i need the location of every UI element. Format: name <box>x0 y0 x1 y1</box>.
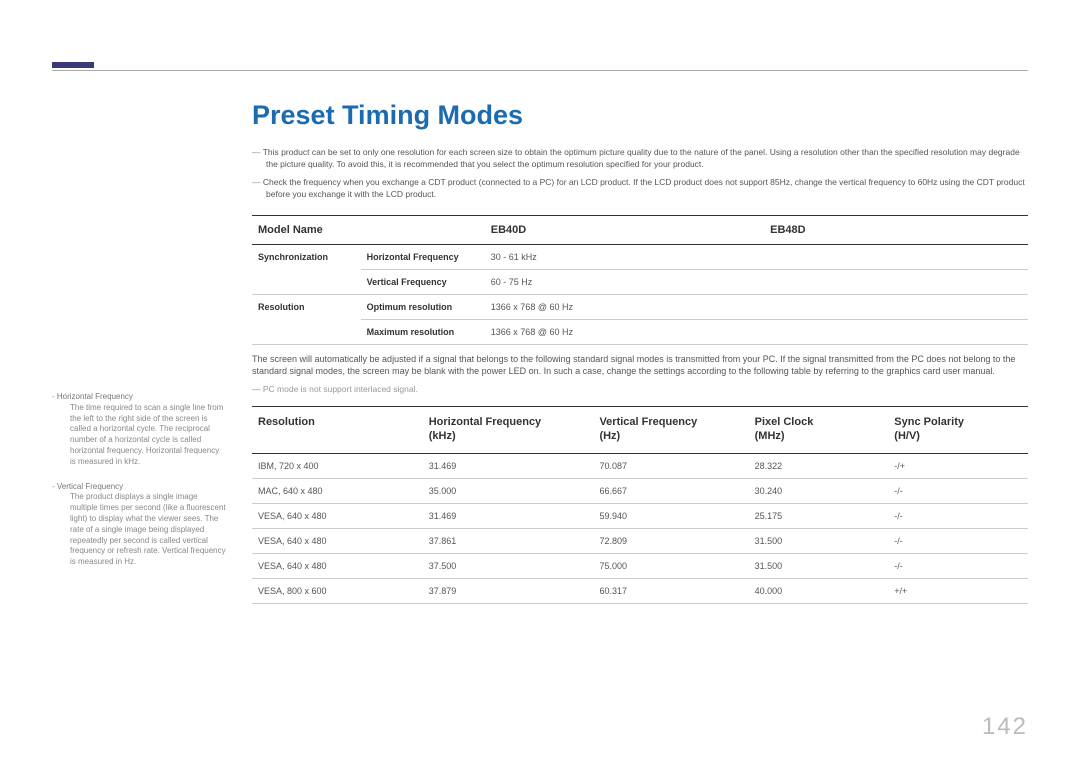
main-content: Preset Timing Modes This product can be … <box>252 100 1028 604</box>
model-header: EB40D <box>491 224 526 236</box>
table-cell: VESA, 640 x 480 <box>252 504 423 529</box>
col-header: Horizontal Frequency <box>429 416 541 428</box>
model-header: EB48D <box>770 224 805 236</box>
row-label: Horizontal Frequency <box>367 252 459 262</box>
timing-header-row: Resolution Horizontal Frequency (kHz) Ver… <box>252 406 1028 454</box>
table-row: Vertical Frequency 60 - 75 Hz <box>252 269 1028 294</box>
table-row: VESA, 640 x 48037.86172.80931.500-/- <box>252 529 1028 554</box>
row-group: Synchronization <box>258 252 328 262</box>
table-cell: -/+ <box>888 454 1028 479</box>
timing-table: Resolution Horizontal Frequency (kHz) Ver… <box>252 406 1028 605</box>
col-unit: (MHz) <box>755 430 785 442</box>
table-cell: -/- <box>888 479 1028 504</box>
table-row: Synchronization Horizontal Frequency 30 … <box>252 244 1028 269</box>
table-row: Maximum resolution 1366 x 768 @ 60 Hz <box>252 319 1028 344</box>
table-cell: 31.469 <box>423 454 594 479</box>
glossary-term: Vertical Frequency <box>57 482 123 491</box>
table-cell: 37.861 <box>423 529 594 554</box>
table-cell: VESA, 640 x 480 <box>252 554 423 579</box>
table-cell: VESA, 800 x 600 <box>252 579 423 604</box>
table-cell: 31.500 <box>749 529 889 554</box>
table-cell: 70.087 <box>593 454 748 479</box>
table-cell: 59.940 <box>593 504 748 529</box>
col-unit: (H/V) <box>894 430 920 442</box>
note-item: Check the frequency when you exchange a … <box>252 177 1028 201</box>
row-group: Resolution <box>258 302 305 312</box>
glossary-def: The product displays a single image mult… <box>70 492 227 568</box>
table-cell: -/- <box>888 504 1028 529</box>
table-row: VESA, 640 x 48037.50075.00031.500-/- <box>252 554 1028 579</box>
table-cell: -/- <box>888 554 1028 579</box>
table-cell: 31.500 <box>749 554 889 579</box>
col-header: Vertical Frequency <box>599 416 697 428</box>
col-header: Sync Polarity <box>894 416 964 428</box>
glossary-item: Vertical Frequency The product displays … <box>52 482 227 568</box>
row-value: 1366 x 768 @ 60 Hz <box>491 327 573 337</box>
body-paragraph: The screen will automatically be adjuste… <box>252 353 1028 378</box>
col-unit: (kHz) <box>429 430 456 442</box>
row-label: Optimum resolution <box>367 302 453 312</box>
note-item: This product can be set to only one reso… <box>252 147 1028 171</box>
table-cell: 35.000 <box>423 479 594 504</box>
table-cell: VESA, 640 x 480 <box>252 529 423 554</box>
model-header: Model Name <box>258 224 323 236</box>
table-cell: +/+ <box>888 579 1028 604</box>
table-cell: 40.000 <box>749 579 889 604</box>
pc-mode-note: PC mode is not support interlaced signal… <box>252 384 1028 396</box>
row-label: Maximum resolution <box>367 327 455 337</box>
model-table: Model Name EB40D EB48D Synchronization H… <box>252 215 1028 345</box>
table-cell: 28.322 <box>749 454 889 479</box>
col-unit: (Hz) <box>599 430 620 442</box>
row-label: Vertical Frequency <box>367 277 447 287</box>
table-row: MAC, 640 x 48035.00066.66730.240-/- <box>252 479 1028 504</box>
table-cell: 72.809 <box>593 529 748 554</box>
table-cell: 25.175 <box>749 504 889 529</box>
glossary-sidebar: Horizontal Frequency The time required t… <box>52 392 227 582</box>
table-cell: MAC, 640 x 480 <box>252 479 423 504</box>
col-header: Pixel Clock <box>755 416 814 428</box>
table-row: IBM, 720 x 40031.46970.08728.322-/+ <box>252 454 1028 479</box>
table-row: Resolution Optimum resolution 1366 x 768… <box>252 294 1028 319</box>
glossary-item: Horizontal Frequency The time required t… <box>52 392 227 468</box>
table-cell: 37.879 <box>423 579 594 604</box>
row-value: 30 - 61 kHz <box>491 252 537 262</box>
page-title: Preset Timing Modes <box>252 100 1028 131</box>
table-cell: -/- <box>888 529 1028 554</box>
row-value: 60 - 75 Hz <box>491 277 533 287</box>
row-value: 1366 x 768 @ 60 Hz <box>491 302 573 312</box>
glossary-def: The time required to scan a single line … <box>70 403 227 468</box>
model-header-row: Model Name EB40D EB48D <box>252 215 1028 244</box>
accent-bar <box>52 62 94 68</box>
table-cell: 31.469 <box>423 504 594 529</box>
table-cell: 66.667 <box>593 479 748 504</box>
table-row: VESA, 800 x 60037.87960.31740.000+/+ <box>252 579 1028 604</box>
col-header: Resolution <box>258 416 315 428</box>
table-cell: 60.317 <box>593 579 748 604</box>
table-cell: IBM, 720 x 400 <box>252 454 423 479</box>
top-rule <box>52 70 1028 71</box>
table-cell: 30.240 <box>749 479 889 504</box>
table-cell: 37.500 <box>423 554 594 579</box>
table-row: VESA, 640 x 48031.46959.94025.175-/- <box>252 504 1028 529</box>
table-cell: 75.000 <box>593 554 748 579</box>
page-number: 142 <box>982 713 1028 741</box>
glossary-term: Horizontal Frequency <box>57 392 133 401</box>
